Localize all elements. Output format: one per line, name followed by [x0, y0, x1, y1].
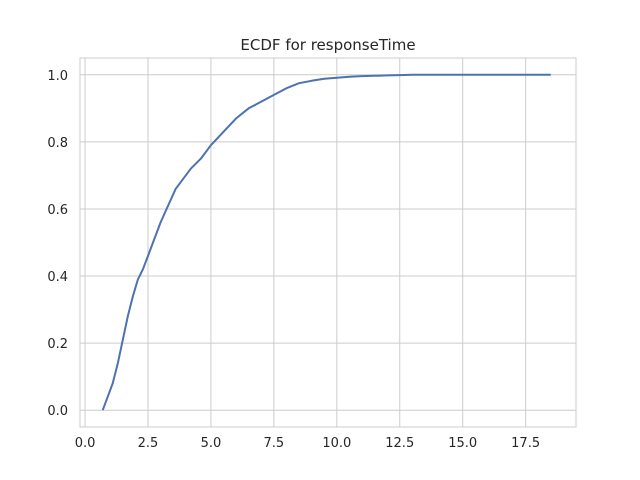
x-tick-label: 15.0 [448, 436, 477, 451]
x-tick-label: 12.5 [385, 436, 414, 451]
x-tick-label: 2.5 [138, 436, 159, 451]
y-tick-label: 0.2 [47, 337, 68, 352]
x-axis: 0.0 2.5 5.0 7.5 10.0 12.5 15.0 17.5 [75, 436, 540, 451]
y-tick-label: 0.4 [47, 270, 68, 285]
x-tick-label: 10.0 [322, 436, 351, 451]
y-tick-label: 0.0 [47, 404, 68, 419]
series-group [101, 73, 551, 411]
x-tick-label: 7.5 [264, 436, 285, 451]
chart-title: ECDF for responseTime [240, 36, 415, 54]
grid [80, 58, 576, 427]
x-tick-label: 5.0 [201, 436, 222, 451]
x-tick-label: 17.5 [511, 436, 540, 451]
y-axis: 0.0 0.2 0.4 0.6 0.8 1.0 [47, 69, 68, 419]
y-tick-label: 1.0 [47, 69, 68, 84]
y-tick-label: 0.6 [47, 203, 68, 218]
plot-area [80, 58, 576, 427]
x-tick-label: 0.0 [75, 436, 96, 451]
plot-frame [79, 57, 577, 428]
ecdf-line [101, 73, 551, 411]
y-tick-label: 0.8 [47, 136, 68, 151]
